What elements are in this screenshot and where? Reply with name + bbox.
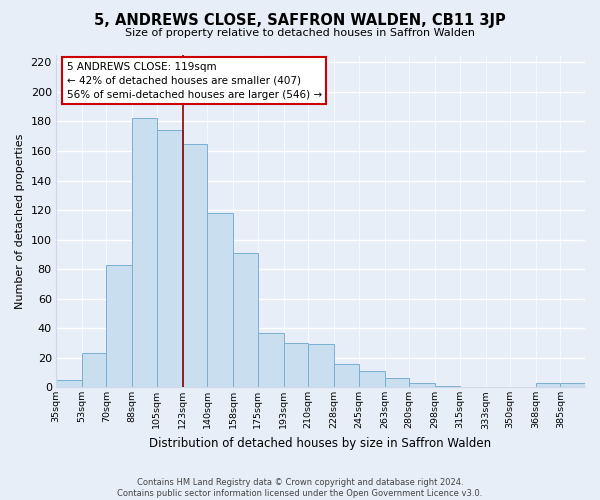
Bar — [536, 383, 560, 388]
Text: 5, ANDREWS CLOSE, SAFFRON WALDEN, CB11 3JP: 5, ANDREWS CLOSE, SAFFRON WALDEN, CB11 3… — [94, 12, 506, 28]
Text: Size of property relative to detached houses in Saffron Walden: Size of property relative to detached ho… — [125, 28, 475, 38]
Bar — [106, 264, 133, 388]
Text: Contains HM Land Registry data © Crown copyright and database right 2024.
Contai: Contains HM Land Registry data © Crown c… — [118, 478, 482, 498]
Y-axis label: Number of detached properties: Number of detached properties — [15, 134, 25, 309]
Bar — [560, 383, 585, 388]
Bar — [409, 383, 435, 388]
Bar — [359, 371, 385, 388]
Bar — [183, 144, 208, 388]
Bar — [157, 130, 183, 388]
X-axis label: Distribution of detached houses by size in Saffron Walden: Distribution of detached houses by size … — [149, 437, 491, 450]
Bar — [82, 354, 106, 388]
Bar — [258, 332, 284, 388]
Bar — [133, 118, 157, 388]
Bar — [284, 343, 308, 388]
Bar — [308, 344, 334, 388]
Text: 5 ANDREWS CLOSE: 119sqm
← 42% of detached houses are smaller (407)
56% of semi-d: 5 ANDREWS CLOSE: 119sqm ← 42% of detache… — [67, 62, 322, 100]
Bar — [56, 380, 82, 388]
Bar — [233, 253, 258, 388]
Bar — [334, 364, 359, 388]
Bar — [385, 378, 409, 388]
Bar — [208, 213, 233, 388]
Bar — [435, 386, 460, 388]
